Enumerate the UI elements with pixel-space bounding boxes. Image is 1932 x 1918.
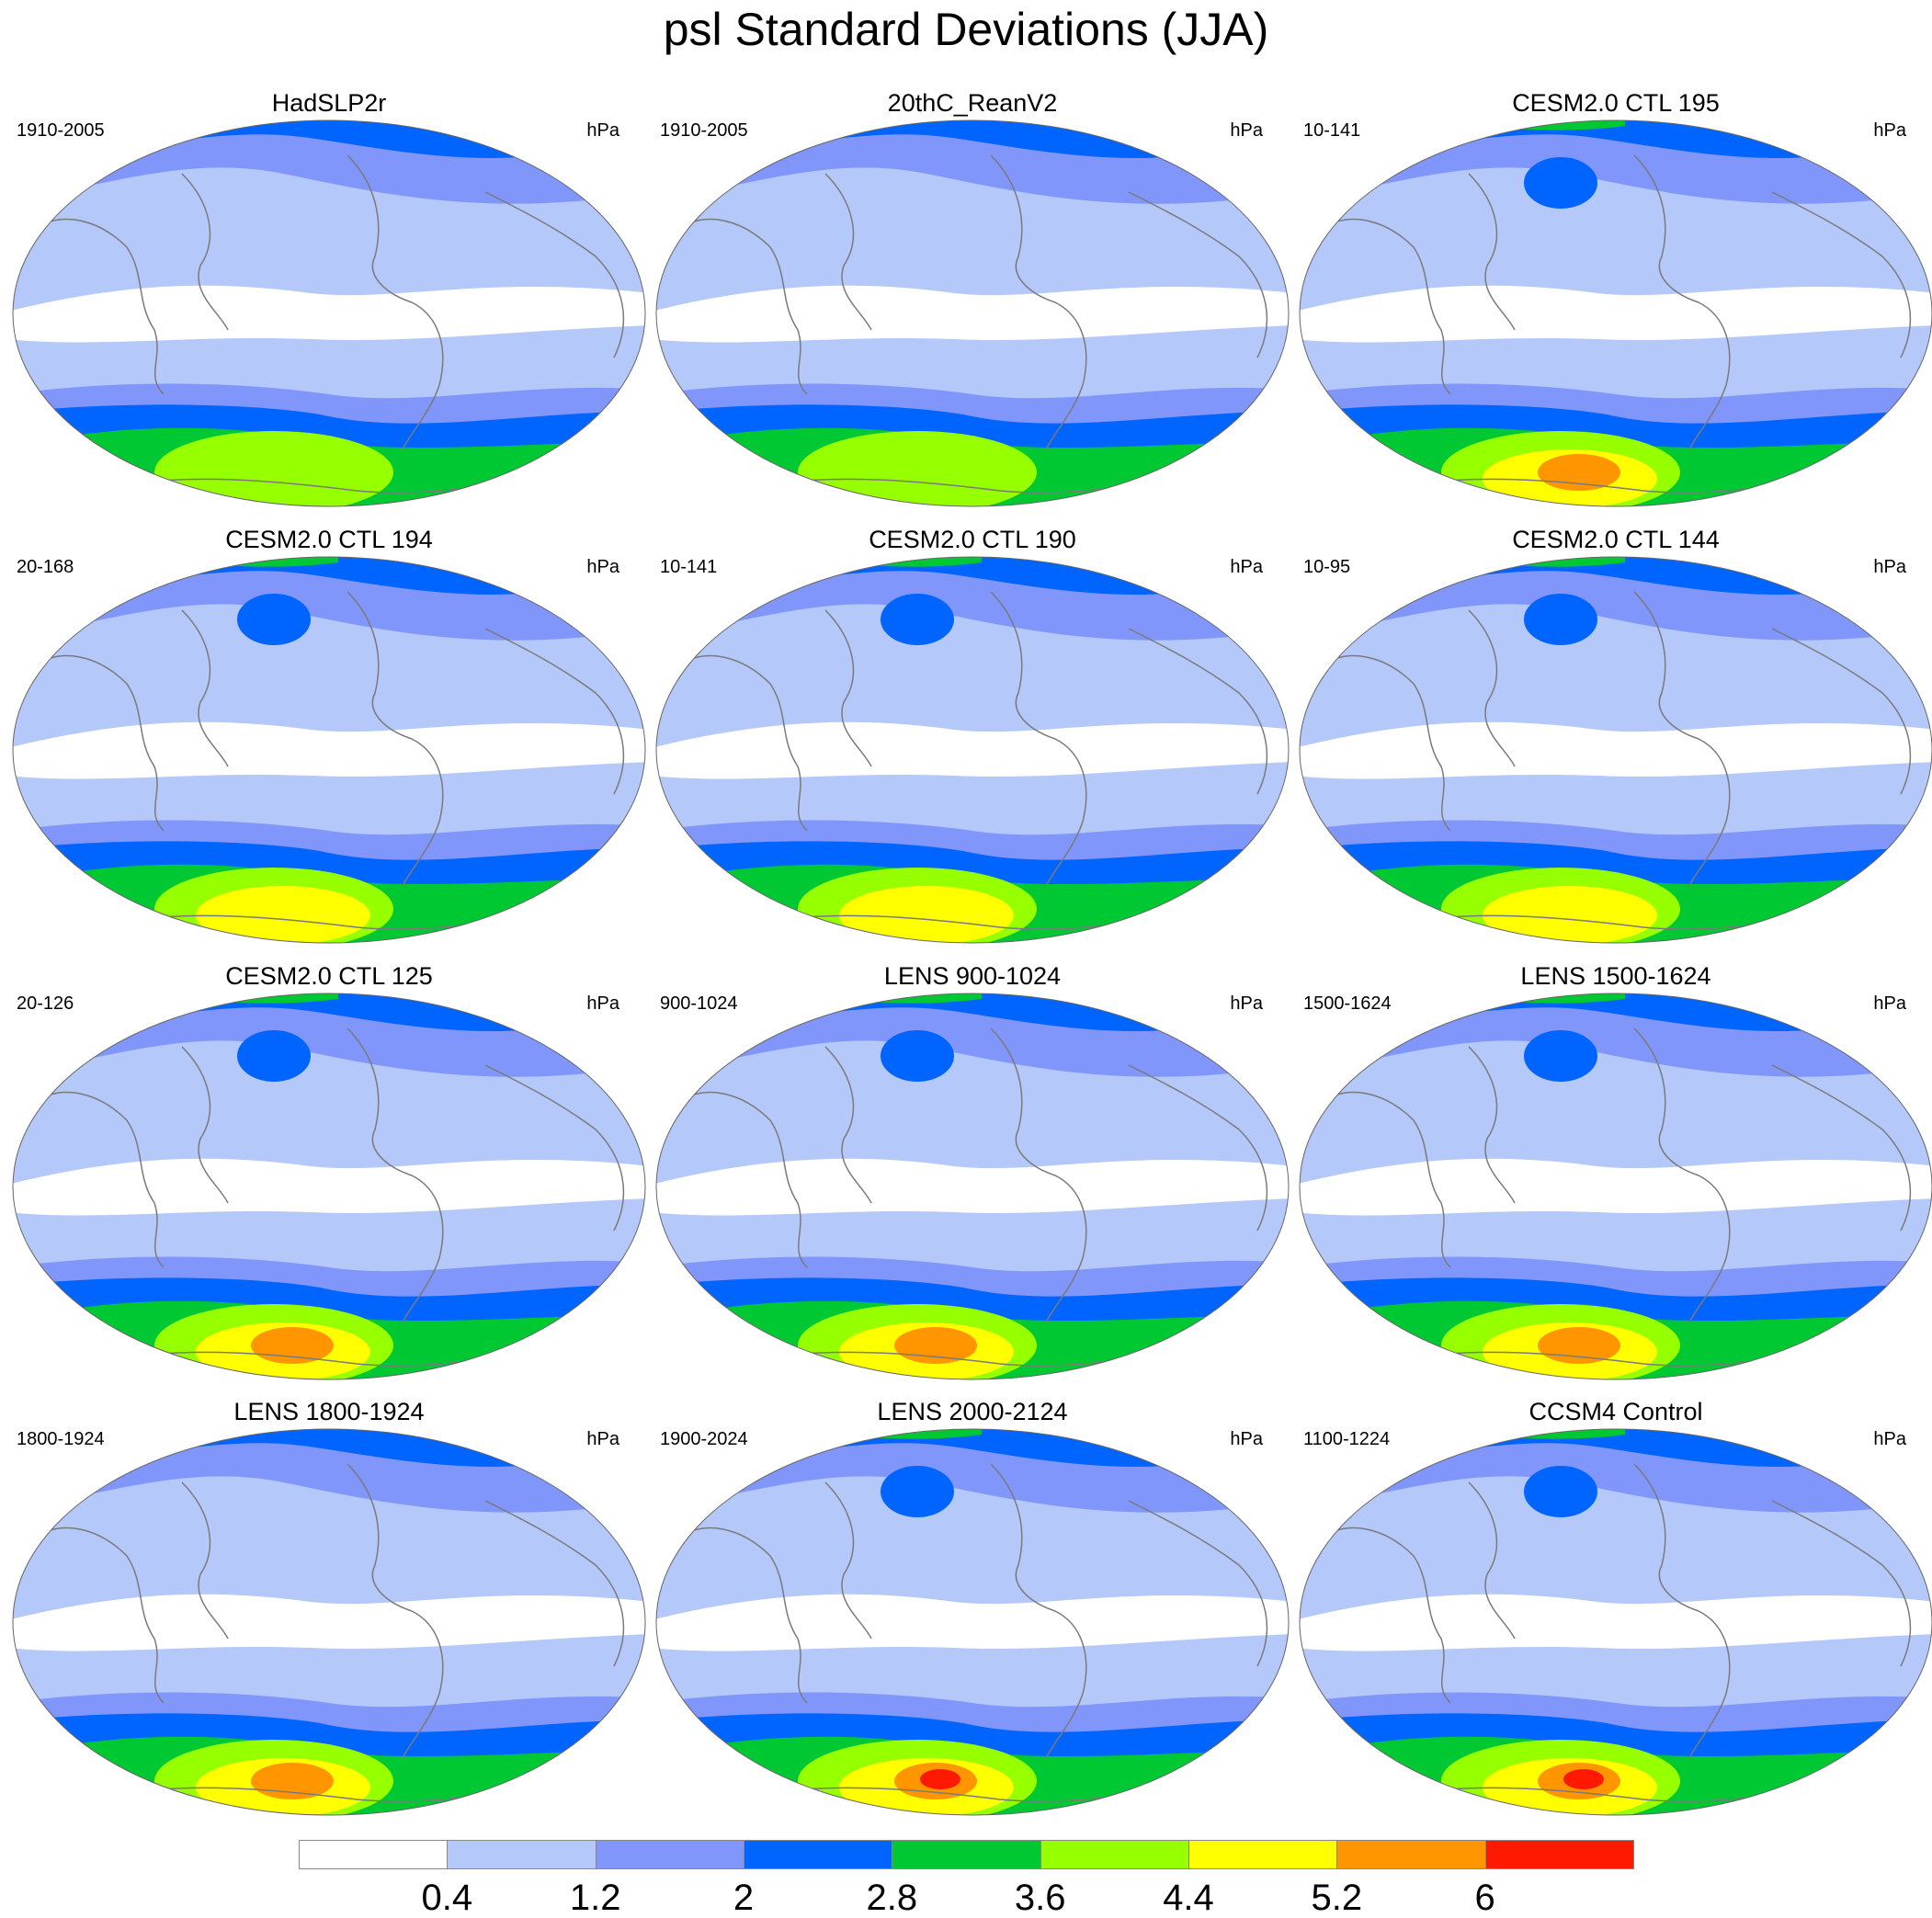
map-p6	[12, 993, 646, 1380]
panel-period: 900-1024	[660, 993, 738, 1014]
panel-title: LENS 2000-2124	[877, 1398, 1068, 1425]
panel-title: HadSLP2r	[271, 89, 387, 117]
map-p2	[1299, 119, 1932, 507]
panel-unit: hPa	[586, 993, 619, 1014]
map-panel: CESM2.0 CTL 195 10-141 hPa	[1294, 88, 1932, 520]
panel-period: 1910-2005	[17, 120, 105, 141]
panel-title: CESM2.0 CTL 144	[1512, 526, 1720, 553]
map-panel: HadSLP2r 1910-2005 hPa	[7, 88, 651, 520]
colorbar-bin	[299, 1840, 449, 1869]
panel-unit: hPa	[1230, 993, 1263, 1014]
panel-title: CESM2.0 CTL 195	[1512, 89, 1720, 117]
colorbar-tick-label: 0.4	[421, 1878, 473, 1918]
panel-unit: hPa	[586, 557, 619, 577]
panel-period: 20-168	[17, 557, 74, 577]
map-panel: 20thC_ReanV2 1910-2005 hPa	[651, 88, 1294, 520]
colorbar	[299, 1840, 1634, 1871]
map-panel: LENS 900-1024 900-1024 hPa	[651, 961, 1294, 1393]
panel-unit: hPa	[586, 1429, 619, 1449]
colorbar-bin	[1040, 1840, 1189, 1869]
map-p3	[12, 556, 646, 944]
colorbar-bin	[744, 1840, 893, 1869]
map-p10	[655, 1428, 1290, 1816]
map-panel: CESM2.0 CTL 125 20-126 hPa	[7, 961, 651, 1393]
panel-period: 20-126	[17, 993, 74, 1014]
map-panel: LENS 2000-2124 1900-2024 hPa	[651, 1397, 1294, 1829]
panel-period: 1800-1924	[17, 1429, 105, 1449]
panel-unit: hPa	[1230, 557, 1263, 577]
colorbar-bin	[1336, 1840, 1486, 1869]
map-panel: CESM2.0 CTL 144 10-95 hPa	[1294, 525, 1932, 957]
map-panel: LENS 1500-1624 1500-1624 hPa	[1294, 961, 1932, 1393]
panel-unit: hPa	[586, 120, 619, 141]
panel-title: LENS 1800-1924	[233, 1398, 425, 1425]
panel-period: 1100-1224	[1303, 1429, 1391, 1449]
panel-period: 1500-1624	[1303, 993, 1392, 1014]
colorbar-bin	[892, 1840, 1041, 1869]
panel-title: CESM2.0 CTL 190	[869, 526, 1076, 553]
map-p5	[1299, 556, 1932, 944]
colorbar-bin	[595, 1840, 744, 1869]
map-p8	[1299, 993, 1932, 1380]
panel-unit: hPa	[1230, 120, 1263, 141]
map-p4	[655, 556, 1290, 944]
colorbar-bin	[447, 1840, 597, 1869]
panel-period: 10-95	[1303, 557, 1351, 577]
map-p11	[1299, 1428, 1932, 1816]
panel-period: 1900-2024	[660, 1429, 748, 1449]
panel-unit: hPa	[1873, 557, 1906, 577]
panel-unit: hPa	[1230, 1429, 1263, 1449]
colorbar-tick-label: 1.2	[569, 1878, 621, 1918]
map-panel: CESM2.0 CTL 190 10-141 hPa	[651, 525, 1294, 957]
colorbar-tick-label: 4.4	[1163, 1878, 1214, 1918]
map-p0	[12, 119, 646, 507]
colorbar-tick-label: 2	[733, 1878, 755, 1918]
panel-period: 10-141	[660, 557, 718, 577]
panel-period: 10-141	[1303, 120, 1361, 141]
colorbar-bin	[1484, 1840, 1634, 1869]
colorbar-tick-label: 5.2	[1311, 1878, 1363, 1918]
map-panel: LENS 1800-1924 1800-1924 hPa	[7, 1397, 651, 1829]
panel-title: CCSM4 Control	[1529, 1398, 1703, 1425]
panel-title: CESM2.0 CTL 194	[225, 526, 433, 553]
figure-title: psl Standard Deviations (JJA)	[663, 4, 1269, 55]
colorbar-tick-label: 6	[1474, 1878, 1495, 1918]
map-panel: CESM2.0 CTL 194 20-168 hPa	[7, 525, 651, 957]
colorbar-bin	[1188, 1840, 1338, 1869]
panel-unit: hPa	[1873, 993, 1906, 1014]
map-p7	[655, 993, 1290, 1380]
colorbar-tick-label: 3.6	[1014, 1878, 1066, 1918]
panel-unit: hPa	[1873, 120, 1906, 141]
panel-title: LENS 900-1024	[883, 962, 1062, 990]
panel-title: CESM2.0 CTL 125	[225, 962, 433, 990]
panel-unit: hPa	[1873, 1429, 1906, 1449]
panel-title: LENS 1500-1624	[1520, 962, 1711, 990]
map-panel: CCSM4 Control 1100-1224 hPa	[1294, 1397, 1932, 1829]
colorbar-tick-label: 2.8	[866, 1878, 918, 1918]
panel-period: 1910-2005	[660, 120, 748, 141]
map-p1	[655, 119, 1290, 507]
map-p9	[12, 1428, 646, 1816]
panel-title: 20thC_ReanV2	[887, 89, 1058, 117]
